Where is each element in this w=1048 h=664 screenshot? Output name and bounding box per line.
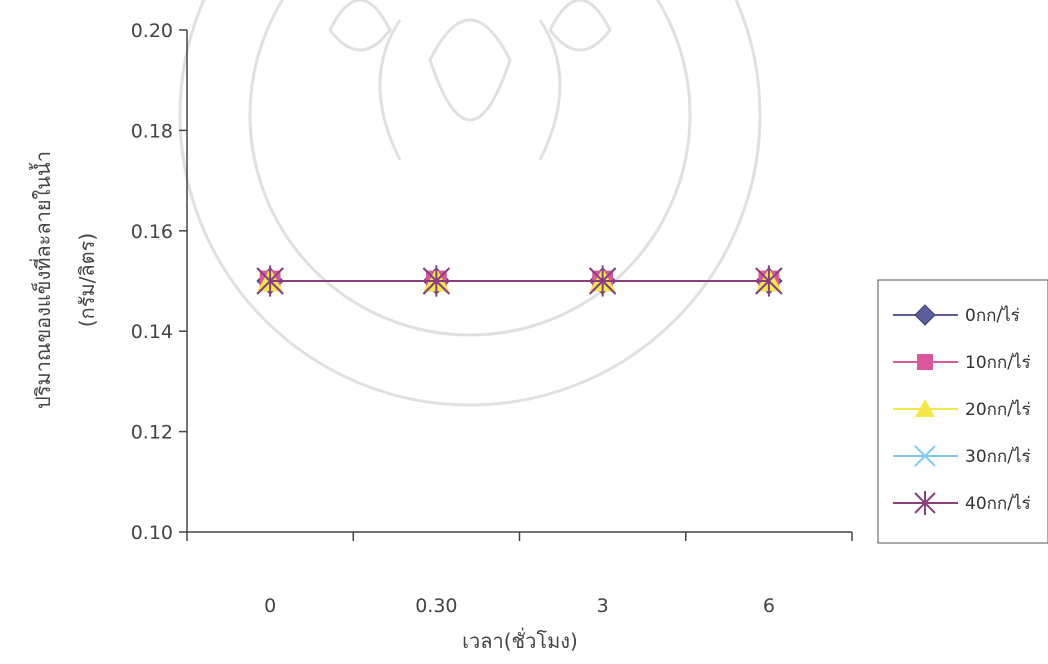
- y-tick-label: 0.14: [131, 321, 173, 343]
- y-tick-label: 0.18: [131, 120, 173, 142]
- y-tick-label: 0.16: [131, 221, 173, 243]
- x-tick-label: 0: [264, 595, 276, 617]
- series-4: [256, 265, 783, 297]
- legend-item: 40กก/ไร่: [893, 491, 1031, 515]
- x-tick-label: 3: [597, 595, 609, 617]
- data-point: [256, 265, 284, 297]
- x-axis-title: เวลา(ชั่วโมง): [462, 627, 578, 653]
- legend-item: 0กก/ไร่: [893, 304, 1020, 326]
- legend-marker: [914, 445, 936, 467]
- data-point: [588, 265, 617, 297]
- y-axis-title: ปริมาณของแข็งที่ละลายในน้ำ: [29, 151, 55, 409]
- legend-marker: [914, 491, 936, 515]
- y-tick-label: 0.20: [131, 20, 173, 42]
- legend-label: 40กก/ไร่: [965, 493, 1031, 514]
- y-tick-label: 0.12: [131, 422, 173, 444]
- legend-marker: [914, 304, 936, 326]
- x-tick-label: 0.30: [415, 595, 457, 617]
- x-tick-label: 6: [763, 595, 775, 617]
- x-ticks: 0 0.30 3 6: [186, 532, 853, 617]
- watermark-seal: [178, 0, 762, 407]
- series-layer: [256, 265, 783, 297]
- legend-item: 30กก/ไร่: [893, 445, 1031, 467]
- legend: 0กก/ไร่ 10กก/ไร่ 20กก/ไร่ 30กก/ไร่ 40กก/ไร่: [877, 279, 1048, 544]
- legend-label: 0กก/ไร่: [965, 305, 1020, 326]
- y-axis-unit: (กรัม/ลิตร): [75, 233, 99, 327]
- legend-item: 20กก/ไร่: [893, 399, 1031, 420]
- legend-box: [877, 279, 1048, 544]
- legend-label: 10กก/ไร่: [965, 352, 1031, 373]
- data-point: [422, 265, 451, 297]
- legend-marker: [915, 399, 935, 417]
- legend-label: 30กก/ไร่: [965, 446, 1031, 467]
- y-ticks: 0.10 0.12 0.14 0.16 0.18 0.20: [131, 20, 187, 544]
- data-point: [755, 265, 783, 297]
- legend-marker: [917, 354, 933, 370]
- y-tick-label: 0.10: [131, 522, 173, 544]
- legend-label: 20กก/ไร่: [965, 399, 1031, 420]
- legend-item: 10กก/ไร่: [893, 352, 1031, 373]
